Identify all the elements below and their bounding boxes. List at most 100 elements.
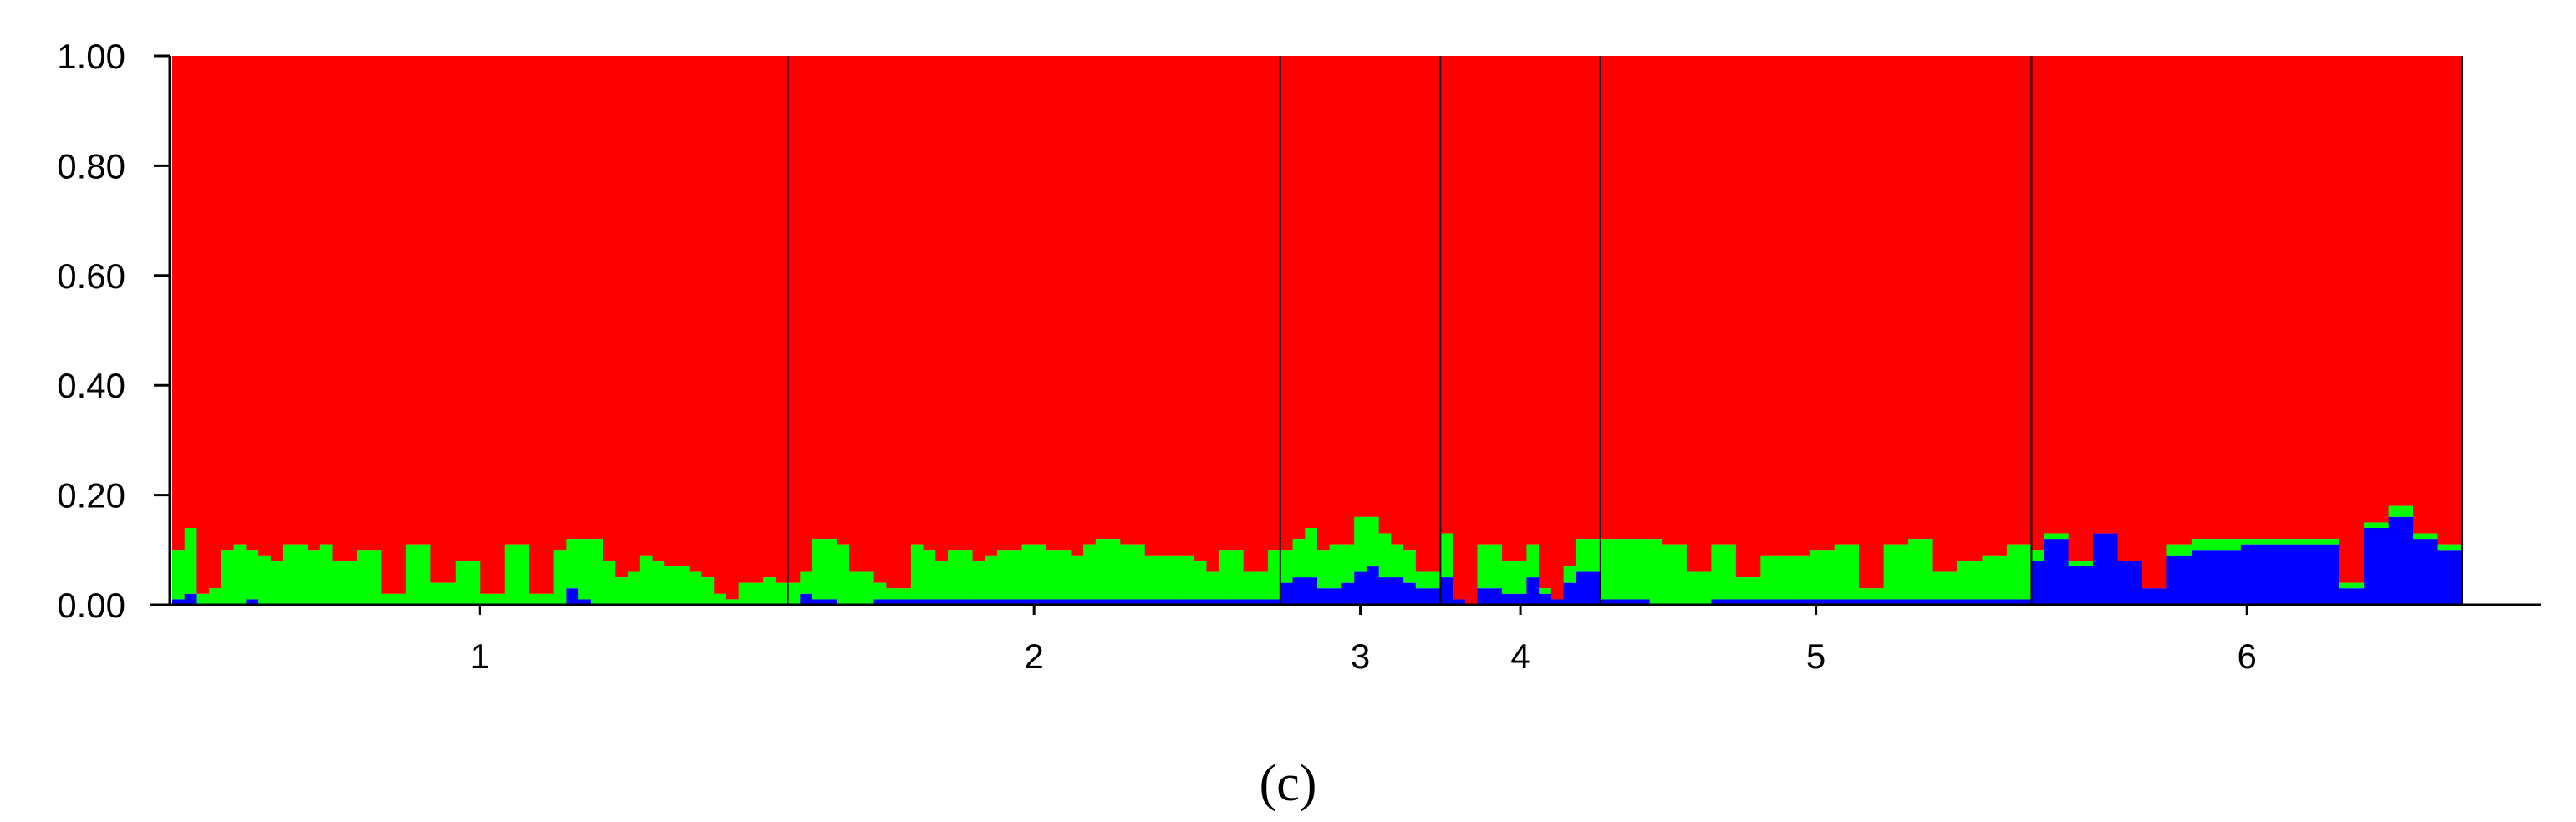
- bar-segment-blue: [2228, 550, 2242, 605]
- bar-segment-red: [1526, 56, 1540, 545]
- bar-segment-red: [2450, 56, 2463, 545]
- figure-caption: (c): [1260, 755, 1317, 812]
- bar-segment-red: [1748, 56, 1761, 578]
- bar-segment-red: [676, 56, 690, 567]
- bar-segment-green: [1194, 561, 1208, 600]
- bar-segment-green: [2253, 539, 2266, 545]
- bar-segment-red: [529, 56, 542, 594]
- bar-segment-blue: [1009, 599, 1023, 605]
- bar-segment-red: [1133, 56, 1146, 545]
- bar-segment-green: [443, 582, 456, 605]
- bar-segment-green: [319, 544, 333, 605]
- bar-segment-red: [2203, 56, 2217, 540]
- bar-segment-green: [1588, 539, 1601, 572]
- bar-segment-blue: [1034, 599, 1047, 605]
- y-tick-label: 0.20: [57, 476, 125, 515]
- bar-segment-red: [578, 56, 592, 540]
- bar-segment-red: [2400, 56, 2414, 506]
- bar-segment-red: [2080, 56, 2094, 561]
- bar-segment-green: [2351, 582, 2365, 589]
- bar-segment-green: [1945, 571, 1958, 600]
- bar-segment-red: [308, 56, 321, 551]
- bar-segment-red: [369, 56, 383, 551]
- bar-segment-red: [2006, 56, 2020, 545]
- bar-segment-blue: [2216, 550, 2229, 605]
- bar-segment-red: [2413, 56, 2426, 534]
- bar-segment-blue: [800, 593, 813, 605]
- bar-segment-red: [1317, 56, 1331, 551]
- bar-segment-red: [233, 56, 247, 545]
- bar-segment-blue: [1489, 588, 1503, 605]
- population-label: 5: [1806, 637, 1825, 676]
- population-label: 4: [1510, 637, 1530, 676]
- bar-segment-red: [1896, 56, 1909, 545]
- bar-segment-blue: [1539, 593, 1552, 605]
- bar-segment-blue: [2117, 561, 2131, 605]
- bar-segment-red: [1046, 56, 1060, 551]
- bar-segment-blue: [1784, 599, 1799, 605]
- bar-segment-red: [2055, 56, 2069, 534]
- bar-segment-green: [1354, 516, 1367, 572]
- bar-segment-red: [664, 56, 678, 567]
- bar-segment-green: [787, 582, 801, 605]
- bar-segment-blue: [1945, 599, 1958, 605]
- bar-segment-red: [566, 56, 579, 540]
- bar-segment-green: [455, 561, 469, 605]
- bar-segment-red: [467, 56, 481, 561]
- bar-segment-green: [1378, 533, 1392, 578]
- bar-segment-blue: [1255, 599, 1269, 605]
- bar-segment-blue: [1969, 599, 1983, 605]
- bar-segment-red: [246, 56, 259, 551]
- bar-segment-green: [381, 593, 395, 605]
- bar-segment-red: [1539, 56, 1552, 589]
- bar-segment-green: [394, 593, 407, 605]
- bar-segment-red: [1920, 56, 1934, 540]
- bar-segment-red: [1723, 56, 1737, 545]
- bar-segment-green: [948, 550, 961, 600]
- bar-segment-red: [172, 56, 186, 551]
- bar-segment-red: [1563, 56, 1576, 567]
- bar-segment-red: [1686, 56, 1700, 572]
- bar-segment-blue: [1083, 599, 1097, 605]
- bar-segment-red: [1477, 56, 1490, 545]
- bar-segment-red: [725, 56, 740, 600]
- bar-segment-blue: [1280, 582, 1294, 605]
- bar-segment-red: [2240, 56, 2254, 540]
- bar-segment-blue: [960, 599, 974, 605]
- bar-segment-blue: [1600, 599, 1614, 605]
- bar-segment-red: [1932, 56, 1946, 572]
- bar-segment-blue: [2425, 539, 2439, 605]
- bar-segment-blue: [1243, 599, 1256, 605]
- population-label: 2: [1025, 637, 1044, 676]
- bar-segment-red: [873, 56, 888, 583]
- bar-segment-blue: [1107, 599, 1121, 605]
- bar-segment-green: [492, 593, 506, 605]
- bar-segment-green: [1292, 539, 1306, 578]
- bar-segment-blue: [2141, 588, 2156, 605]
- bar-segment-blue: [2080, 566, 2094, 605]
- bar-segment-blue: [2326, 544, 2340, 605]
- bar-segment-green: [1280, 550, 1294, 583]
- y-tick-label: 0.00: [57, 586, 125, 625]
- bar-segment-green: [972, 561, 985, 600]
- bar-segment-green: [861, 571, 875, 605]
- bar-segment-red: [1181, 56, 1195, 556]
- bar-segment-green: [725, 599, 740, 605]
- bar-segment-blue: [246, 599, 259, 605]
- bar-segment-red: [2351, 56, 2365, 583]
- bar-segment-red: [1280, 56, 1294, 551]
- bar-segment-red: [541, 56, 555, 594]
- bar-segment-green: [356, 550, 370, 605]
- bar-segment-blue: [1046, 599, 1060, 605]
- bar-segment-red: [1120, 56, 1133, 545]
- bar-segment-green: [1034, 544, 1047, 600]
- bar-segment-green: [2339, 582, 2353, 589]
- y-tick-label: 0.80: [57, 146, 125, 185]
- bar-segment-green: [800, 571, 813, 594]
- bar-segment-green: [2450, 544, 2463, 551]
- bar-segment-red: [590, 56, 604, 540]
- bar-segment-green: [1071, 555, 1084, 600]
- bar-segment-green: [639, 555, 654, 605]
- bar-segment-green: [1698, 571, 1712, 605]
- bar-segment-red: [1230, 56, 1245, 551]
